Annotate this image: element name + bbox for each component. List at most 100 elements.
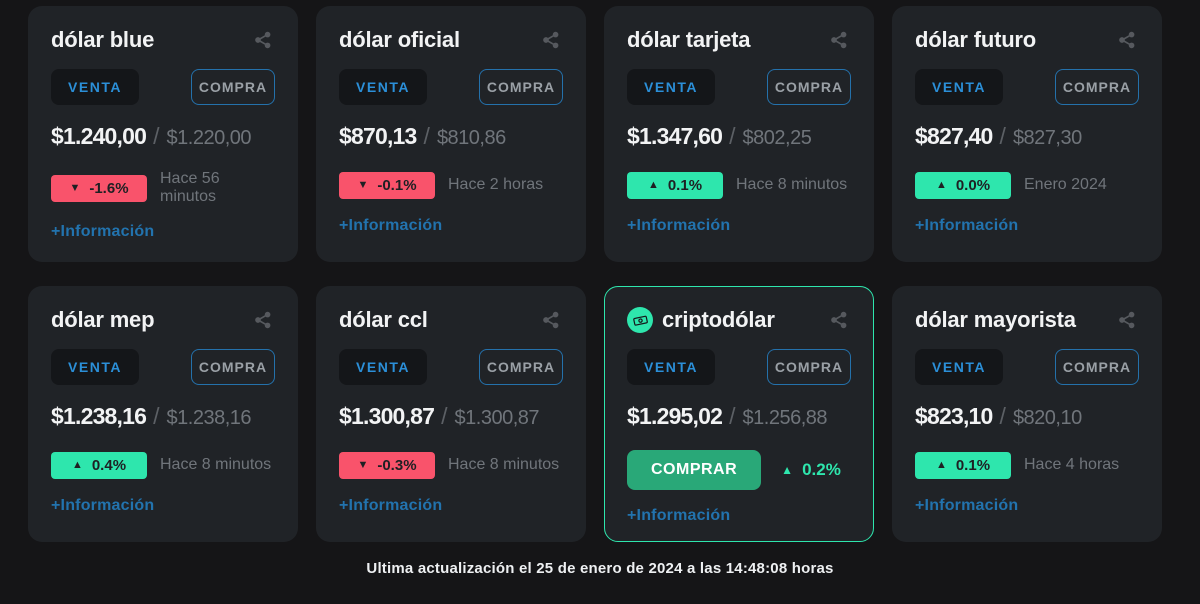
share-button[interactable] [539,308,563,332]
price-row: $1.238,16 / $1.238,16 [51,403,275,430]
venta-tab[interactable]: VENTA [339,349,427,385]
price-type-tabs: VENTA COMPRA [627,69,851,105]
price-divider: / [441,403,448,429]
price-type-tabs: VENTA COMPRA [51,69,275,105]
rate-card: dólar blue VENTA COMPRA $1.240,00 [28,6,298,262]
price-type-tabs: VENTA COMPRA [915,69,1139,105]
buy-price: $1.300,87 [454,407,540,429]
price-row: $1.240,00 / $1.220,00 [51,123,275,150]
card-title: dólar mep [51,307,155,332]
timestamp: Hace 8 minutos [736,176,848,193]
sell-price: $1.300,87 [339,403,435,429]
change-badge: ▼ -1.6% [51,174,147,202]
change-arrow-icon: ▼ [69,181,81,194]
change-arrow-icon: ▼ [357,178,369,191]
card-title: dólar blue [51,27,155,52]
venta-tab[interactable]: VENTA [627,69,715,105]
price-divider: / [423,123,430,149]
sell-price: $823,10 [915,403,993,429]
change-badge: ▼ -0.3% [339,451,435,479]
share-button[interactable] [827,28,851,52]
change-badge: ▲ 0.4% [51,451,147,479]
venta-tab[interactable]: VENTA [339,69,427,105]
price-row: $823,10 / $820,10 [915,403,1139,430]
buy-price: $1.256,88 [742,407,828,429]
compra-tab[interactable]: COMPRA [479,349,563,385]
change-badge: ▲ 0.1% [915,451,1011,479]
price-type-tabs: VENTA COMPRA [339,69,563,105]
change-arrow-icon: ▼ [357,458,369,471]
compra-tab[interactable]: COMPRA [1055,69,1139,105]
compra-tab[interactable]: COMPRA [767,69,851,105]
rate-card: dólar oficial VENTA COMPRA $870,13 [316,6,586,262]
venta-tab[interactable]: VENTA [915,69,1003,105]
price-type-tabs: VENTA COMPRA [627,349,851,385]
share-icon [1119,31,1135,49]
card-title: dólar oficial [339,27,460,52]
inline-change: ▲ 0.2% [781,460,841,480]
sell-price: $1.347,60 [627,123,723,149]
venta-tab[interactable]: VENTA [915,349,1003,385]
change-arrow-icon: ▲ [935,178,947,191]
change-value: 0.0% [955,176,991,194]
buy-row: COMPRAR ▲ 0.2% [627,450,851,490]
title-wrap: dólar ccl [339,307,428,333]
change-value: -0.1% [377,176,417,194]
change-badge: ▲ 0.1% [627,171,723,199]
info-link[interactable]: +Información [339,497,443,514]
rate-card: criptodólar VENTA COMPRA $1.295,02 [604,286,874,542]
timestamp: Enero 2024 [1024,176,1107,193]
price-divider: / [729,403,736,429]
title-wrap: dólar mayorista [915,307,1076,333]
buy-price: $1.220,00 [166,127,252,149]
sell-price: $827,40 [915,123,993,149]
card-header: dólar futuro [915,27,1139,53]
timestamp: Hace 56 minutos [160,170,220,205]
rates-grid: dólar blue VENTA COMPRA $1.240,00 [28,6,1162,542]
info-link[interactable]: +Información [915,497,1019,514]
share-icon [255,311,271,329]
venta-tab[interactable]: VENTA [51,349,139,385]
info-link[interactable]: +Información [627,507,731,524]
rate-card: dólar futuro VENTA COMPRA $827,40 [892,6,1162,262]
card-header: dólar mayorista [915,307,1139,333]
status-row: ▼ -0.1% Hace 2 horas [339,170,563,200]
price-row: $1.300,87 / $1.300,87 [339,403,563,430]
share-button[interactable] [827,308,851,332]
compra-tab[interactable]: COMPRA [479,69,563,105]
venta-tab[interactable]: VENTA [51,69,139,105]
card-title: dólar ccl [339,307,428,332]
timestamp: Hace 8 minutos [448,456,560,473]
card-header: dólar blue [51,27,275,53]
status-row: ▼ -0.3% Hace 8 minutos [339,450,563,480]
share-button[interactable] [251,28,275,52]
compra-tab[interactable]: COMPRA [1055,349,1139,385]
compra-tab[interactable]: COMPRA [767,349,851,385]
share-icon [255,31,271,49]
share-button[interactable] [251,308,275,332]
price-type-tabs: VENTA COMPRA [915,349,1139,385]
price-divider: / [153,403,160,429]
buy-price: $810,86 [436,127,506,149]
title-wrap: dólar blue [51,27,154,53]
venta-tab[interactable]: VENTA [627,349,715,385]
card-title: dólar mayorista [915,307,1076,332]
card-header: dólar tarjeta [627,27,851,53]
info-link[interactable]: +Información [51,497,155,514]
title-wrap: dólar tarjeta [627,27,751,53]
info-link[interactable]: +Información [627,217,731,234]
compra-tab[interactable]: COMPRA [191,69,275,105]
price-row: $1.295,02 / $1.256,88 [627,403,851,430]
share-button[interactable] [1115,28,1139,52]
share-button[interactable] [1115,308,1139,332]
share-button[interactable] [539,28,563,52]
rate-card: dólar mayorista VENTA COMPRA $823, [892,286,1162,542]
compra-tab[interactable]: COMPRA [191,349,275,385]
info-link[interactable]: +Información [915,217,1019,234]
comprar-button[interactable]: COMPRAR [627,450,762,490]
change-arrow-icon: ▲ [647,178,659,191]
info-link[interactable]: +Información [51,223,155,240]
title-wrap: dólar oficial [339,27,460,53]
price-divider: / [153,123,160,149]
info-link[interactable]: +Información [339,217,443,234]
